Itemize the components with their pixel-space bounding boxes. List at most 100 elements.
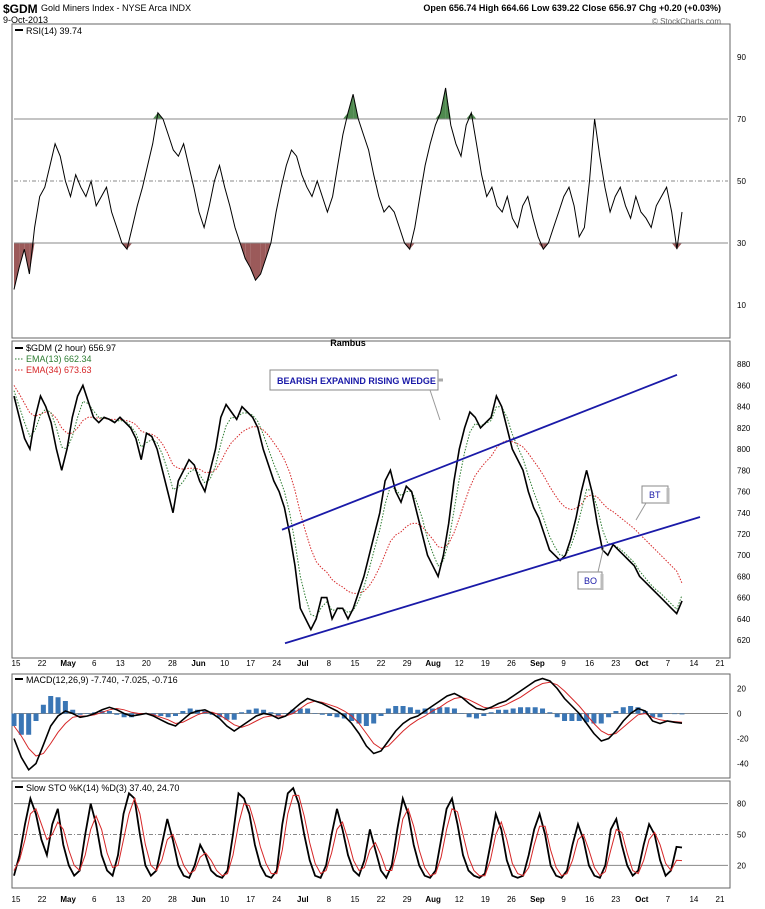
macd-y-tick: 20 <box>737 685 746 694</box>
sto-x-label: Jul <box>297 895 309 904</box>
macd-hist-bar <box>679 713 685 715</box>
macd-hist-bar <box>598 713 604 724</box>
quote-line: Open 656.74 High 664.66 Low 639.22 Close… <box>423 3 721 13</box>
macd-y-tick: -20 <box>737 735 749 744</box>
sto-x-label: 15 <box>12 895 21 904</box>
macd-y-tick: -40 <box>737 760 749 769</box>
price-x-label: Aug <box>425 659 441 668</box>
macd-hist-bar <box>165 713 171 718</box>
macd-hist-bar <box>584 713 590 723</box>
price-y-tick: 660 <box>737 594 751 603</box>
sto-x-label: 29 <box>403 895 412 904</box>
macd-hist-bar <box>180 711 186 714</box>
macd-hist-bar <box>525 707 531 714</box>
macd-title-text: MACD(12,26,9) -7.740, -7.025, -0.716 <box>26 675 178 685</box>
macd-hist-bar <box>349 713 355 721</box>
price-x-label: 15 <box>12 659 21 668</box>
price-y-tick: 780 <box>737 466 751 475</box>
price-x-label: 15 <box>351 659 360 668</box>
macd-hist-bar <box>55 697 61 714</box>
symbol: $GDM <box>3 2 38 16</box>
ema34-legend: EMA(34) 673.63 <box>26 365 92 375</box>
rsi-panel-frame <box>11 23 731 339</box>
sto-x-label: 26 <box>507 895 516 904</box>
macd-hist-bar <box>77 713 83 715</box>
rsi-y-tick: 90 <box>737 53 746 62</box>
price-line <box>13 383 683 632</box>
macd-hist-bar <box>606 713 612 718</box>
price-y-tick: 740 <box>737 509 751 518</box>
macd-hist-bar <box>106 711 112 714</box>
rsi-shading <box>14 88 682 290</box>
macd-hist-bar <box>532 707 538 714</box>
price-y-tick: 760 <box>737 488 751 497</box>
rsi-oversold-fill <box>538 243 544 250</box>
macd-hist-bar <box>569 713 575 721</box>
rsi-overbought-fill <box>435 112 441 119</box>
macd-hist-bar <box>275 713 281 716</box>
price-x-label: 9 <box>561 659 566 668</box>
sto-x-label: May <box>60 895 76 904</box>
macd-hist-bar <box>635 707 641 714</box>
rsi-line <box>13 87 683 290</box>
macd-hist-bar <box>18 713 24 735</box>
macd-hist-bar <box>283 713 289 714</box>
rsi-oversold-fill <box>245 243 251 268</box>
macd-hist-bar <box>576 713 582 721</box>
macd-panel-frame <box>11 673 731 779</box>
macd-hist-bar <box>562 713 568 721</box>
sto-y-tick: 50 <box>737 831 746 840</box>
sto-x-label: 19 <box>481 895 490 904</box>
macd-hist-bar <box>518 707 524 714</box>
rsi-oversold-fill <box>671 243 677 250</box>
bt-label: BT <box>649 490 661 500</box>
sto-x-label: 24 <box>272 895 281 904</box>
macd-hist-bar <box>253 708 259 714</box>
price-x-label: Jun <box>191 659 205 668</box>
price-x-label: 7 <box>666 659 671 668</box>
macd-hist-bar <box>261 709 267 714</box>
macd-hist-bar <box>158 713 164 716</box>
macd-hist-bar <box>650 713 656 718</box>
price-x-label: 20 <box>142 659 151 668</box>
price-y-tick: 800 <box>737 445 751 454</box>
sto-x-label: Sep <box>530 895 545 904</box>
price-x-label: 14 <box>689 659 698 668</box>
macd-hist-bar <box>488 712 494 714</box>
ema13-legend: EMA(13) 662.34 <box>26 354 92 364</box>
sto-x-label: 12 <box>455 895 464 904</box>
sto-x-label: 7 <box>666 895 671 904</box>
price-x-label: 23 <box>611 659 620 668</box>
macd-hist-bar <box>664 713 670 714</box>
rsi-oversold-fill <box>255 243 261 281</box>
sto-x-label: Jun <box>191 895 205 904</box>
macd-hist-bar <box>510 708 516 714</box>
macd-hist-bar <box>231 713 237 720</box>
sto-k-line <box>13 786 683 880</box>
sto-x-label: 23 <box>611 895 620 904</box>
macd-hist-bar <box>437 707 443 714</box>
macd-hist-bar <box>385 708 391 714</box>
wedge-lower-trendline <box>284 516 701 645</box>
watermark: © StockCharts.com <box>651 17 721 26</box>
macd-hist-bar <box>356 713 362 724</box>
macd-hist-bar <box>400 706 406 714</box>
macd-hist-bar <box>672 713 678 715</box>
price-y-tick: 720 <box>737 530 751 539</box>
rsi-oversold-fill <box>250 243 256 281</box>
price-x-label: Sep <box>530 659 545 668</box>
macd-signal-line <box>13 681 683 757</box>
macd-hist-bar <box>40 704 46 714</box>
macd-title: MACD(12,26,9) -7.740, -7.025, -0.716 <box>15 675 178 685</box>
sto-y-tick: 20 <box>737 861 746 870</box>
sto-x-label: Oct <box>635 895 649 904</box>
wedge-callout: BEARISH EXPANIND RISING WEDGE <box>269 369 443 421</box>
macd-hist-bar <box>290 709 296 714</box>
macd-hist-bar <box>224 713 230 720</box>
macd-hist-bar <box>297 708 303 714</box>
macd-hist-bar <box>334 713 340 718</box>
price-x-label: 12 <box>455 659 464 668</box>
sto-x-label: 17 <box>246 895 255 904</box>
macd-hist-bar <box>172 713 178 716</box>
price-y-tick: 700 <box>737 551 751 560</box>
